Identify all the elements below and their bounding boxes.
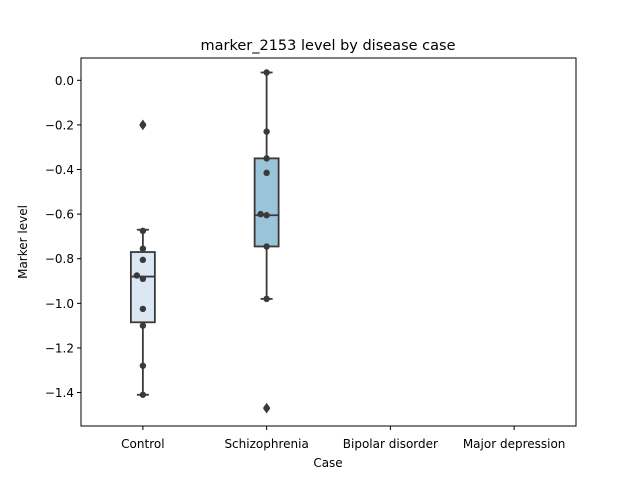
chart-title: marker_2153 level by disease case [201,38,456,54]
x-tick-label: Schizophrenia [224,437,308,451]
data-point [139,245,147,252]
x-tick-label: Major depression [463,437,566,451]
data-point [263,295,270,303]
data-point [139,256,147,264]
data-point [257,210,264,218]
data-point [263,243,270,250]
data-point [263,128,270,135]
y-tick-label: 0.0 [55,74,74,88]
y-axis-label: Marker level [16,205,30,279]
x-tick-label: Control [121,437,164,451]
data-point [263,212,270,219]
y-tick-label: −0.8 [45,252,74,266]
x-tick-label: Bipolar disorder [343,437,438,451]
data-point [139,305,147,313]
x-axis-label: Case [313,456,342,470]
y-tick-label: −1.4 [45,386,74,400]
y-tick-label: −0.4 [45,163,74,177]
plot-area [129,69,280,414]
y-tick-label: −1.0 [45,297,74,311]
y-tick-label: −1.2 [45,341,74,355]
data-point [263,155,270,162]
box-group-control [129,119,156,398]
data-point [139,121,147,129]
y-tick-label: −0.6 [45,208,74,222]
data-point [133,272,141,279]
axes: 0.0 −0.2 −0.4 −0.6 −0.8 −1.0 −1.2 −1.4 Control Sc… [45,74,566,451]
data-point [139,322,147,329]
axes-frame [80,57,577,427]
data-point [139,227,147,235]
data-point [263,404,270,412]
box-group-schizophrenia [253,69,280,414]
data-point [139,362,147,369]
data-point [139,275,147,282]
data-point [263,169,270,177]
y-tick-label: −0.2 [45,118,74,132]
data-point [139,391,147,398]
data-point [263,69,270,76]
